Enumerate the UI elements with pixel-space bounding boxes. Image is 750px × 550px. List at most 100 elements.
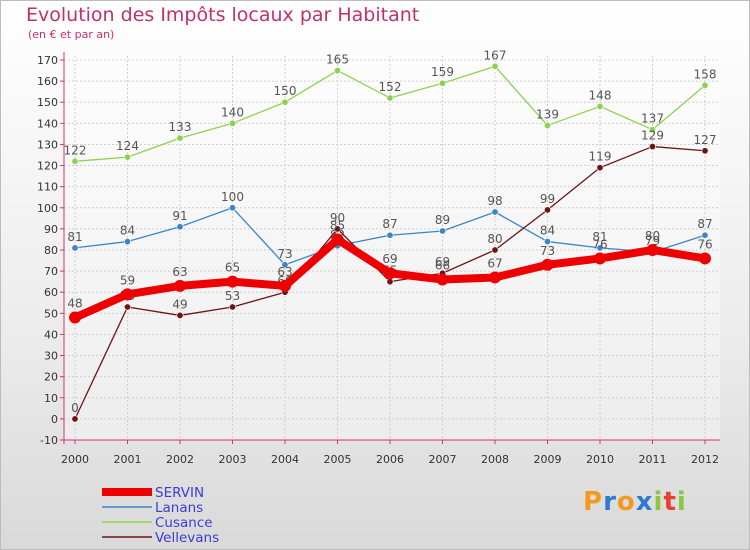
data-label-cusance: 133	[169, 120, 192, 134]
data-label-servin: 63	[277, 265, 292, 279]
data-label-vellevans: 49	[172, 297, 187, 311]
y-tick-label: 70	[44, 265, 58, 278]
data-label-servin: 80	[645, 229, 660, 243]
y-tick-label: -10	[40, 434, 58, 447]
data-point-servin	[279, 279, 291, 292]
x-tick-label: 2000	[61, 453, 89, 466]
data-point-servin	[174, 279, 186, 292]
data-point-cusance	[229, 119, 237, 127]
data-point-servin	[699, 252, 711, 265]
plot-area	[64, 56, 720, 440]
data-label-servin: 76	[697, 237, 712, 251]
data-point-cusance	[281, 98, 289, 106]
data-point-cusance	[333, 67, 341, 75]
data-point-vellevans	[176, 311, 184, 319]
data-label-servin: 76	[592, 237, 607, 251]
y-tick-label: 140	[37, 117, 58, 130]
data-label-lanans: 100	[221, 190, 244, 204]
data-point-lanans	[281, 261, 289, 269]
logo-letter: o	[616, 487, 636, 517]
data-label-lanans: 89	[435, 213, 450, 227]
data-label-lanans: 79	[645, 234, 660, 248]
data-label-servin: 48	[67, 297, 82, 311]
data-point-vellevans	[333, 225, 341, 233]
data-label-vellevans: 99	[540, 192, 555, 206]
y-tick-label: 110	[37, 181, 58, 194]
y-tick-label: 0	[51, 413, 58, 426]
data-label-lanans: 84	[540, 224, 555, 238]
x-tick-label: 2005	[324, 453, 352, 466]
data-point-servin	[489, 271, 501, 284]
x-tick-label: 2008	[481, 453, 509, 466]
data-label-servin: 66	[435, 259, 450, 273]
data-point-cusance	[71, 157, 79, 165]
y-tick-label: 10	[44, 392, 58, 405]
logo-letter: i	[676, 487, 687, 517]
data-label-lanans: 98	[487, 194, 502, 208]
data-label-cusance: 150	[274, 84, 297, 98]
data-point-lanans	[543, 238, 551, 246]
data-label-lanans: 84	[120, 224, 135, 238]
legend-label-cusance: Cusance	[155, 515, 213, 531]
y-tick-label: 120	[37, 160, 58, 173]
x-tick-label: 2012	[691, 453, 719, 466]
data-point-lanans	[229, 204, 237, 212]
data-point-vellevans	[71, 415, 79, 423]
data-label-cusance: 122	[64, 143, 87, 157]
x-tick-label: 2006	[376, 453, 404, 466]
data-label-cusance: 165	[326, 53, 349, 67]
logo-letter: P	[583, 487, 604, 517]
data-point-lanans	[176, 223, 184, 231]
data-label-cusance: 152	[379, 80, 402, 94]
data-label-vellevans: 80	[487, 232, 502, 246]
chart-title: Evolution des Impôts locaux par Habitant	[26, 4, 420, 26]
data-label-servin: 67	[487, 256, 502, 270]
data-label-cusance: 124	[116, 139, 139, 153]
data-point-lanans	[124, 238, 132, 246]
data-point-lanans	[701, 231, 709, 239]
data-point-cusance	[176, 134, 184, 142]
y-tick-label: 90	[44, 223, 58, 236]
y-tick-label: 170	[37, 54, 58, 67]
legend-label-servin: SERVIN	[155, 485, 204, 501]
logo-letter: r	[603, 487, 617, 517]
y-tick-label: 130	[37, 138, 58, 151]
data-point-vellevans	[229, 303, 237, 311]
y-tick-label: 50	[44, 307, 58, 320]
data-point-lanans	[386, 231, 394, 239]
data-label-vellevans: 119	[589, 150, 612, 164]
data-label-vellevans: 127	[694, 133, 717, 147]
data-label-vellevans: 90	[330, 211, 345, 225]
data-point-vellevans	[491, 246, 499, 254]
legend-label-vellevans: Vellevans	[155, 530, 219, 546]
data-point-servin	[541, 258, 554, 271]
y-tick-label: 40	[44, 328, 58, 341]
data-label-servin: 59	[120, 273, 135, 287]
data-point-servin	[646, 244, 659, 256]
data-label-cusance: 139	[536, 107, 559, 121]
x-tick-label: 2004	[271, 453, 299, 466]
data-label-lanans: 81	[67, 230, 82, 244]
data-point-vellevans	[543, 206, 551, 214]
data-label-cusance: 140	[221, 105, 244, 119]
data-label-servin: 73	[540, 244, 555, 258]
data-label-vellevans: 129	[641, 129, 664, 143]
data-label-vellevans: 0	[71, 401, 79, 415]
data-point-servin	[69, 311, 81, 324]
data-point-cusance	[386, 94, 394, 102]
data-point-cusance	[491, 62, 499, 70]
data-point-lanans	[596, 244, 604, 252]
data-point-cusance	[648, 126, 656, 134]
data-label-servin: 65	[225, 261, 240, 275]
data-label-vellevans: 69	[435, 255, 450, 269]
data-label-servin: 63	[172, 265, 187, 279]
data-label-cusance: 167	[484, 48, 507, 62]
legend-label-lanans: Lanans	[155, 500, 203, 516]
data-point-servin	[594, 252, 606, 265]
data-point-cusance	[543, 121, 551, 129]
proxiti-logo: Proxiti	[583, 487, 687, 517]
data-label-lanans: 87	[697, 217, 712, 231]
data-point-vellevans	[386, 278, 394, 286]
data-point-vellevans	[648, 143, 656, 151]
